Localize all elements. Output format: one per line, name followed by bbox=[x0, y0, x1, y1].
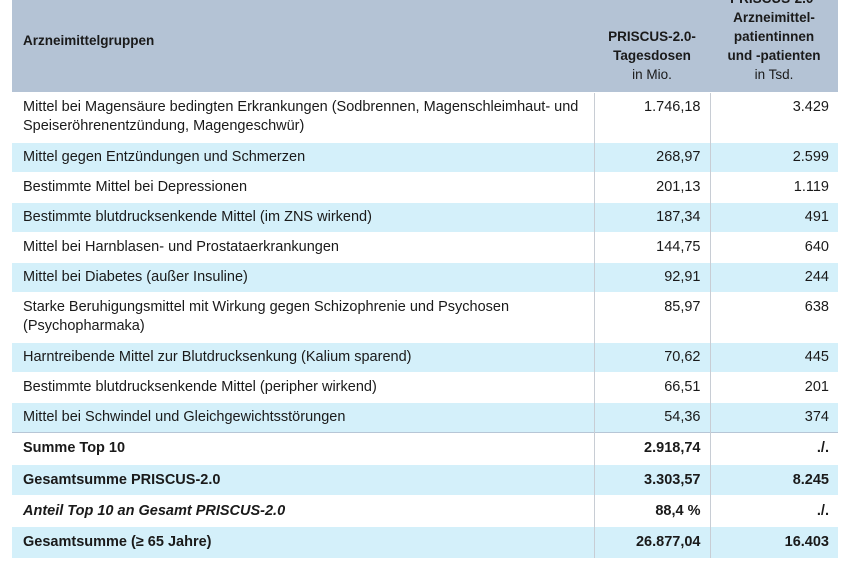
row-patients: 1.119 bbox=[709, 172, 838, 203]
row-patients: 244 bbox=[709, 262, 838, 293]
row-patients: 445 bbox=[709, 342, 838, 373]
row-doses: 187,34 bbox=[593, 202, 710, 233]
summary-patients: 16.403 bbox=[709, 526, 838, 558]
header-patients-line2: Arzneimittel- bbox=[733, 10, 815, 25]
header-daily-doses-unit: in Mio. bbox=[632, 67, 672, 82]
header-daily-doses-line1: PRISCUS-2.0- bbox=[608, 29, 696, 44]
row-label: Mittel bei Magensäure bedingten Erkranku… bbox=[12, 92, 594, 143]
header-patients-unit: in Tsd. bbox=[754, 67, 794, 82]
header-drug-groups: Arzneimittelgruppen bbox=[12, 0, 594, 93]
summary-row-top10: Summe Top 10 2.918,74 ./. bbox=[12, 432, 838, 465]
table-row: Mittel bei Magensäure bedingten Erkranku… bbox=[12, 92, 838, 143]
table-row: Starke Beruhigungsmittel mit Wirkung geg… bbox=[12, 292, 838, 343]
row-label: Mittel bei Harnblasen- und Prostataerkra… bbox=[12, 232, 594, 263]
summary-doses: 88,4 % bbox=[593, 495, 710, 527]
row-patients: 2.599 bbox=[709, 142, 838, 173]
priscus-table: Arzneimittelgruppen PRISCUS-2.0- Tagesdo… bbox=[12, 0, 838, 558]
summary-row-share: Anteil Top 10 an Gesamt PRISCUS-2.0 88,4… bbox=[12, 495, 838, 527]
summary-patients: ./. bbox=[709, 495, 838, 527]
row-label: Bestimmte blutdrucksenkende Mittel (peri… bbox=[12, 372, 594, 403]
row-label: Mittel gegen Entzündungen und Schmerzen bbox=[12, 142, 594, 173]
row-patients: 3.429 bbox=[709, 92, 838, 143]
table-row: Harntreibende Mittel zur Blutdrucksenkun… bbox=[12, 342, 838, 373]
row-label: Bestimmte Mittel bei Depressionen bbox=[12, 172, 594, 203]
row-doses: 85,97 bbox=[593, 292, 710, 343]
summary-label: Anteil Top 10 an Gesamt PRISCUS-2.0 bbox=[12, 495, 594, 527]
summary-label: Gesamtsumme PRISCUS-2.0 bbox=[12, 464, 594, 496]
summary-doses: 26.877,04 bbox=[593, 526, 710, 558]
table-row: Bestimmte blutdrucksenkende Mittel (peri… bbox=[12, 372, 838, 403]
summary-label: Summe Top 10 bbox=[12, 432, 594, 465]
row-label: Mittel bei Schwindel und Gleichgewichtss… bbox=[12, 402, 594, 433]
row-doses: 268,97 bbox=[593, 142, 710, 173]
row-patients: 640 bbox=[709, 232, 838, 263]
table-row: Bestimmte Mittel bei Depressionen 201,13… bbox=[12, 172, 838, 203]
row-doses: 54,36 bbox=[593, 402, 710, 433]
table-row: Mittel bei Diabetes (außer Insuline) 92,… bbox=[12, 262, 838, 293]
table-row: Mittel bei Harnblasen- und Prostataerkra… bbox=[12, 232, 838, 263]
row-patients: 374 bbox=[709, 402, 838, 433]
row-doses: 66,51 bbox=[593, 372, 710, 403]
row-doses: 201,13 bbox=[593, 172, 710, 203]
table-row: Mittel gegen Entzündungen und Schmerzen … bbox=[12, 142, 838, 173]
summary-doses: 2.918,74 bbox=[593, 432, 710, 465]
row-label: Bestimmte blutdrucksenkende Mittel (im Z… bbox=[12, 202, 594, 233]
header-patients-line3: patientinnen bbox=[733, 29, 815, 44]
table-row: Mittel bei Schwindel und Gleichgewichtss… bbox=[12, 402, 838, 433]
summary-patients: 8.245 bbox=[709, 464, 838, 496]
summary-row-total-priscus: Gesamtsumme PRISCUS-2.0 3.303,57 8.245 bbox=[12, 464, 838, 496]
row-patients: 201 bbox=[709, 372, 838, 403]
header-row: Arzneimittelgruppen PRISCUS-2.0- Tagesdo… bbox=[12, 0, 838, 93]
summary-row-total-65: Gesamtsumme (≥ 65 Jahre) 26.877,04 16.40… bbox=[12, 526, 838, 558]
row-patients: 491 bbox=[709, 202, 838, 233]
header-patients: PRISCUS-2.0- Arzneimittel- patientinnen … bbox=[710, 0, 838, 93]
row-doses: 92,91 bbox=[593, 262, 710, 293]
row-label: Harntreibende Mittel zur Blutdrucksenkun… bbox=[12, 342, 594, 373]
table-row: Bestimmte blutdrucksenkende Mittel (im Z… bbox=[12, 202, 838, 233]
row-doses: 1.746,18 bbox=[593, 92, 710, 143]
row-doses: 70,62 bbox=[593, 342, 710, 373]
summary-label: Gesamtsumme (≥ 65 Jahre) bbox=[12, 526, 594, 558]
summary-doses: 3.303,57 bbox=[593, 464, 710, 496]
row-label: Mittel bei Diabetes (außer Insuline) bbox=[12, 262, 594, 293]
summary-patients: ./. bbox=[709, 432, 838, 465]
header-patients-line4: und -patienten bbox=[727, 48, 821, 63]
header-patients-line1: PRISCUS-2.0- bbox=[716, 0, 832, 8]
row-doses: 144,75 bbox=[593, 232, 710, 263]
header-daily-doses-line2: Tagesdosen bbox=[613, 48, 691, 63]
row-label: Starke Beruhigungsmittel mit Wirkung geg… bbox=[12, 292, 594, 343]
header-daily-doses: PRISCUS-2.0- Tagesdosen in Mio. bbox=[594, 0, 710, 93]
row-patients: 638 bbox=[709, 292, 838, 343]
